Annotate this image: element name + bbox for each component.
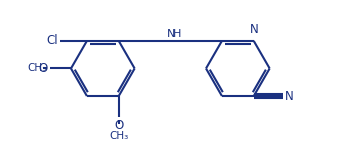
Text: N: N xyxy=(285,90,293,103)
Text: CH₃: CH₃ xyxy=(109,131,129,141)
Text: N: N xyxy=(167,29,175,39)
Text: CH₃: CH₃ xyxy=(28,63,47,73)
Text: O: O xyxy=(114,119,124,132)
Text: H: H xyxy=(173,29,181,39)
Text: O: O xyxy=(39,62,48,75)
Text: Cl: Cl xyxy=(46,34,58,47)
Text: N: N xyxy=(250,23,259,36)
